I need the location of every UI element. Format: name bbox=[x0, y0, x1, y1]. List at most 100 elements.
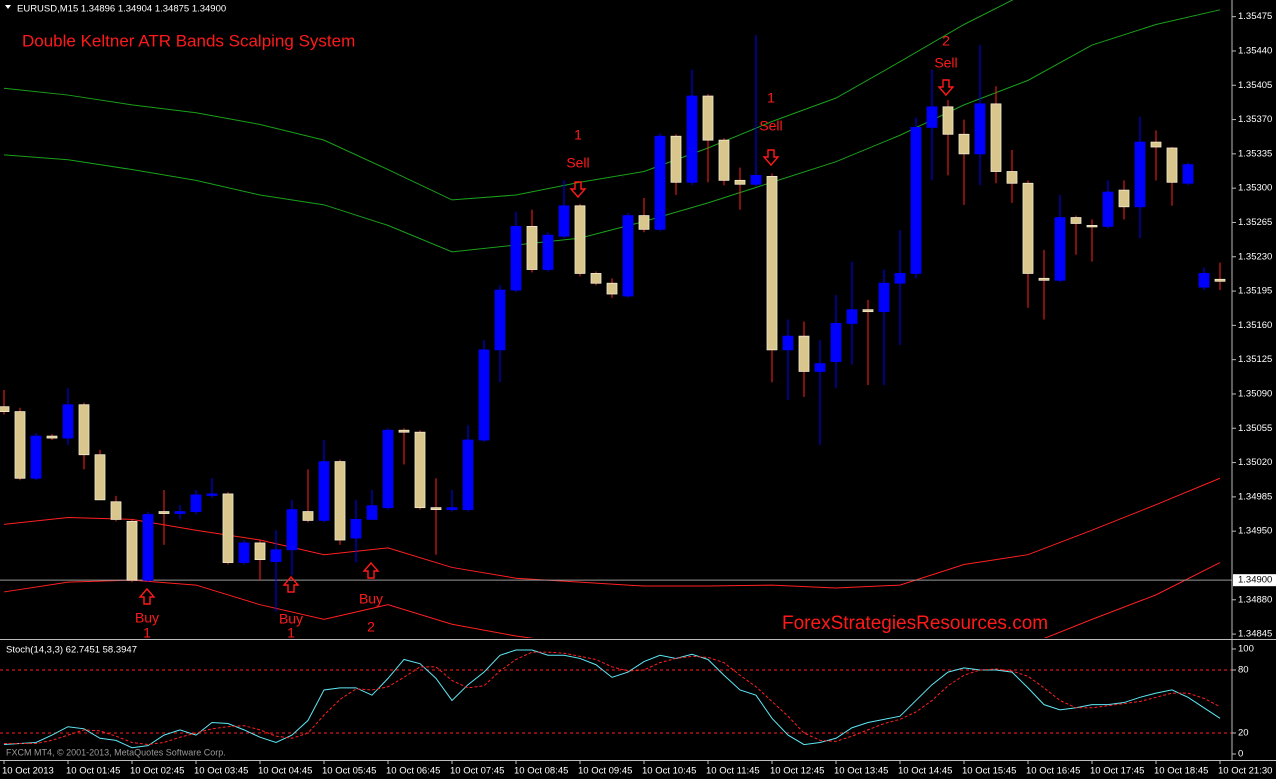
y-tick-label: 1.35230 bbox=[1238, 251, 1272, 262]
x-tick-label: 10 Oct 14:45 bbox=[898, 766, 952, 777]
y-tick-label: 1.35090 bbox=[1238, 388, 1272, 399]
stoch-line bbox=[4, 651, 1221, 746]
candle-body bbox=[1006, 171, 1018, 184]
candle-body bbox=[1102, 191, 1114, 227]
copyright: FXCM MT4, © 2001-2013, MetaQuotes Softwa… bbox=[6, 747, 226, 757]
candle-body bbox=[1070, 217, 1082, 224]
candle-body bbox=[590, 273, 602, 284]
candle-body bbox=[78, 404, 90, 456]
candle-body bbox=[430, 507, 442, 511]
x-tick-label: 10 Oct 12:45 bbox=[770, 766, 824, 777]
candle-body bbox=[1134, 141, 1146, 208]
candle-body bbox=[862, 309, 874, 313]
candle-body bbox=[958, 133, 970, 155]
candle-body bbox=[1182, 164, 1194, 184]
x-tick-label: 10 Oct 10:45 bbox=[642, 766, 696, 777]
candle-body bbox=[446, 507, 458, 511]
candle-body bbox=[350, 519, 362, 539]
candle-body bbox=[782, 335, 794, 351]
x-tick-label: 10 Oct 17:45 bbox=[1090, 766, 1144, 777]
candle-body bbox=[414, 431, 426, 509]
candle-body bbox=[62, 404, 74, 439]
y-tick-label: 0 bbox=[1238, 749, 1243, 760]
candle-body bbox=[638, 215, 650, 230]
candle-body bbox=[206, 493, 218, 496]
signal-label: Sell bbox=[759, 118, 782, 134]
candle-body bbox=[830, 323, 842, 363]
candle-body bbox=[238, 542, 250, 563]
x-tick-label: 10 Oct 09:45 bbox=[578, 766, 632, 777]
candle-body bbox=[670, 135, 682, 183]
y-tick-label: 1.35405 bbox=[1238, 80, 1272, 91]
band-line bbox=[3, 0, 1014, 201]
candle-body bbox=[558, 205, 570, 237]
candle-body bbox=[398, 429, 410, 433]
buy-arrow bbox=[138, 587, 156, 605]
candle-body bbox=[190, 494, 202, 512]
signal-label: Buy bbox=[135, 610, 159, 626]
stoch-title: Stoch(14,3,3) 62.7451 58.3947 bbox=[6, 645, 137, 656]
y-tick-label: 1.35335 bbox=[1238, 148, 1272, 159]
candle-body bbox=[1214, 278, 1226, 282]
y-tick-label: 1.35125 bbox=[1238, 354, 1272, 365]
candle-body bbox=[494, 289, 506, 351]
signal-rank: 1 bbox=[574, 127, 582, 143]
x-tick-label: 10 Oct 13:45 bbox=[834, 766, 888, 777]
y-tick-label: 1.35020 bbox=[1238, 457, 1272, 468]
y-tick-label: 1.34880 bbox=[1238, 594, 1272, 605]
candle-body bbox=[270, 549, 282, 562]
candle-body bbox=[734, 179, 746, 185]
band-line bbox=[3, 477, 1221, 589]
candle-body bbox=[1150, 141, 1162, 148]
x-tick-label: 10 Oct 16:45 bbox=[1026, 766, 1080, 777]
candle-body bbox=[0, 406, 10, 413]
y-tick-label: 1.35055 bbox=[1238, 423, 1272, 434]
candle-body bbox=[46, 435, 58, 439]
y-tick-label: 100 bbox=[1238, 643, 1254, 654]
x-tick-label: 10 Oct 2013 bbox=[2, 766, 54, 777]
candle-body bbox=[286, 509, 298, 551]
main-pane bbox=[0, 0, 1232, 638]
candle-body bbox=[302, 511, 314, 521]
band-line bbox=[3, 562, 1221, 638]
signal-label: Buy bbox=[279, 611, 303, 627]
candle-body bbox=[910, 127, 922, 274]
candle-body bbox=[334, 461, 346, 541]
signal-rank: 2 bbox=[942, 33, 950, 49]
candle-body bbox=[126, 520, 138, 581]
signal-label: Sell bbox=[566, 155, 589, 171]
x-tick-label: 10 Oct 15:45 bbox=[962, 766, 1016, 777]
x-tick-label: 10 Oct 05:45 bbox=[322, 766, 376, 777]
current-price-label: 1.34900 bbox=[1238, 575, 1272, 586]
candle-body bbox=[974, 103, 986, 155]
y-tick-label: 1.35160 bbox=[1238, 320, 1272, 331]
signal-label: Buy bbox=[359, 591, 383, 607]
candle-body bbox=[30, 435, 42, 479]
sell-arrow bbox=[762, 149, 780, 167]
x-tick-label: 10 Oct 21:30 bbox=[1218, 766, 1272, 777]
candle-body bbox=[462, 439, 474, 511]
sell-arrow bbox=[937, 79, 955, 97]
candle-body bbox=[878, 282, 890, 313]
signal-rank: 1 bbox=[767, 90, 775, 106]
candle-body bbox=[510, 225, 522, 291]
signal-label: Sell bbox=[934, 55, 957, 71]
candle-body bbox=[846, 309, 858, 324]
candle-body bbox=[1054, 217, 1066, 281]
buy-arrow bbox=[282, 575, 300, 593]
candle-body bbox=[110, 501, 122, 520]
candle-body bbox=[766, 176, 778, 351]
candle-body bbox=[750, 175, 762, 185]
signal-rank: 1 bbox=[143, 625, 151, 641]
x-tick-label: 10 Oct 11:45 bbox=[706, 766, 760, 777]
y-tick-label: 1.34845 bbox=[1238, 629, 1272, 640]
candle-body bbox=[526, 225, 538, 270]
watermark: ForexStrategiesResources.com bbox=[782, 613, 1048, 634]
candle-body bbox=[318, 461, 330, 521]
candle-body bbox=[606, 282, 618, 295]
sell-arrow bbox=[569, 181, 587, 199]
y-tick-label: 1.34985 bbox=[1238, 491, 1272, 502]
candle-body bbox=[686, 95, 698, 183]
